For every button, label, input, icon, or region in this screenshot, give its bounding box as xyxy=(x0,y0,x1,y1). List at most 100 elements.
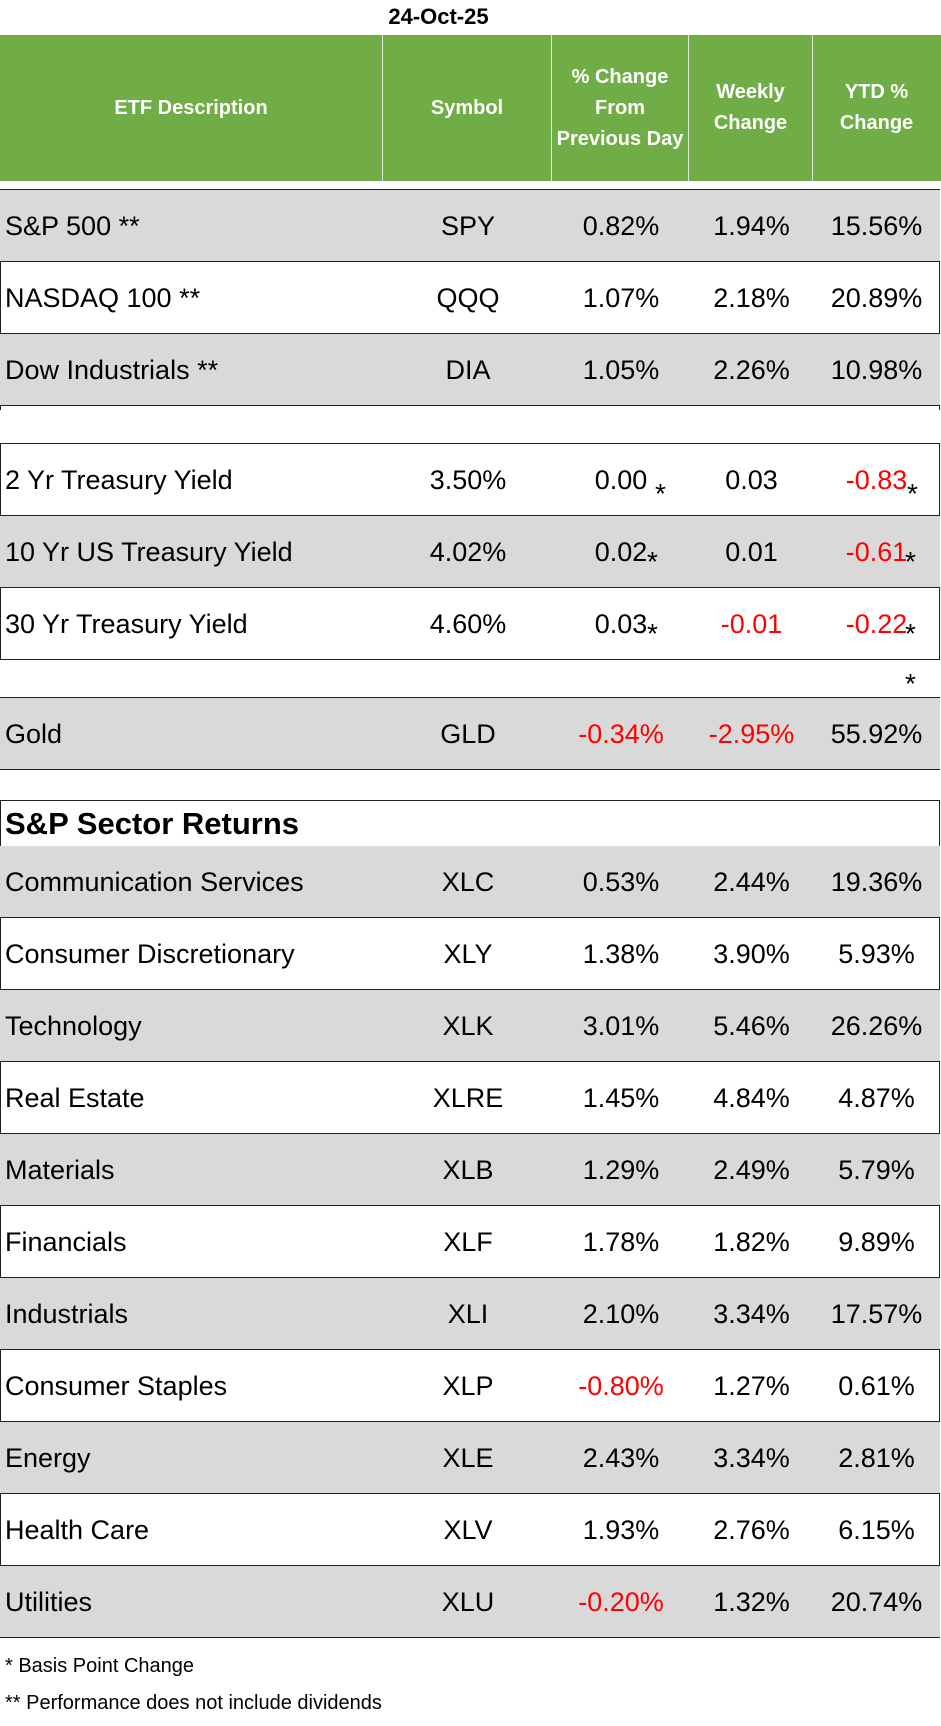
row-ytd: 20.74% xyxy=(830,1587,923,1617)
row-ytd: -0.83 xyxy=(845,465,908,495)
row-symbol: XLRE xyxy=(432,1083,504,1113)
row-ytd: 6.15% xyxy=(838,1515,915,1545)
row-week: 3.90% xyxy=(713,939,790,969)
row-name: 2 Yr Treasury Yield xyxy=(5,465,233,495)
footnote-basis-point: * Basis Point Change xyxy=(5,1655,195,1677)
row-day: 1.78% xyxy=(582,1227,660,1257)
row-week: 2.49% xyxy=(713,1155,790,1185)
row-week: 2.44% xyxy=(713,867,790,897)
row-ytd: 15.56% xyxy=(830,211,923,241)
row-ytd: 55.92% xyxy=(830,719,923,749)
row-symbol: 3.50% xyxy=(429,465,507,495)
row-week: 2.26% xyxy=(713,355,790,385)
row-ytd: 9.89% xyxy=(838,1227,915,1257)
row-name: Industrials xyxy=(5,1299,129,1329)
row-ytd: 10.98% xyxy=(830,355,923,385)
table-row: Real Estate XLRE 1.45% 4.84% 4.87% xyxy=(0,1062,940,1134)
row-symbol: 4.60% xyxy=(429,609,507,639)
row-name: Consumer Staples xyxy=(5,1371,228,1401)
row-day: 0.53% xyxy=(582,867,660,897)
row-name: Utilities xyxy=(5,1587,93,1617)
row-week: 3.34% xyxy=(713,1443,790,1473)
row-name: Materials xyxy=(5,1155,115,1185)
row-symbol: XLY xyxy=(443,939,493,969)
report-date: 24-Oct-25 xyxy=(388,4,489,29)
row-week: 5.46% xyxy=(713,1011,790,1041)
row-day: 1.38% xyxy=(582,939,660,969)
row-day: 1.29% xyxy=(582,1155,660,1185)
table-row: Consumer Staples XLP -0.80% 1.27% 0.61% xyxy=(0,1350,940,1422)
row-symbol: XLB xyxy=(442,1155,494,1185)
row-name: Health Care xyxy=(5,1515,150,1545)
row-name: Technology xyxy=(5,1011,142,1041)
basis-point-marker: * xyxy=(907,478,918,509)
row-day: 1.07% xyxy=(582,283,660,313)
table-row: Utilities XLU -0.20% 1.32% 20.74% xyxy=(0,1566,940,1638)
row-ytd: -0.61 xyxy=(845,537,908,567)
row-day: 0.82% xyxy=(582,211,660,241)
table-row: Communication Services XLC 0.53% 2.44% 1… xyxy=(0,846,940,918)
row-week: 1.94% xyxy=(713,211,790,241)
header-pct-change: % Change From Previous Day xyxy=(552,35,689,181)
row-ytd: 5.93% xyxy=(838,939,915,969)
basis-point-marker: * xyxy=(905,546,916,577)
row-week: 0.01 xyxy=(725,537,778,567)
table-row: 30 Yr Treasury Yield 4.60% 0.03 -0.01 -0… xyxy=(0,588,940,660)
row-ytd: 26.26% xyxy=(830,1011,923,1041)
row-name: S&P 500 ** xyxy=(5,211,140,241)
row-ytd: 20.89% xyxy=(830,283,923,313)
row-ytd: 4.87% xyxy=(838,1083,915,1113)
row-week: 1.27% xyxy=(713,1371,790,1401)
row-symbol: GLD xyxy=(440,719,496,749)
row-week: -0.01 xyxy=(720,609,783,639)
basis-point-marker: * xyxy=(905,668,916,699)
row-symbol: XLU xyxy=(441,1587,495,1617)
row-week: 3.34% xyxy=(713,1299,790,1329)
row-day: -0.20% xyxy=(578,1587,664,1617)
row-ytd: 19.36% xyxy=(830,867,923,897)
table-row: Health Care XLV 1.93% 2.76% 6.15% xyxy=(0,1494,940,1566)
row-name: Gold xyxy=(5,719,63,749)
row-symbol: DIA xyxy=(445,355,491,385)
basis-point-marker: * xyxy=(647,546,658,577)
row-name: Communication Services xyxy=(5,867,304,897)
row-symbol: XLC xyxy=(441,867,495,897)
basis-point-marker: * xyxy=(647,618,658,649)
row-day: 2.43% xyxy=(582,1443,660,1473)
row-ytd: 2.81% xyxy=(838,1443,915,1473)
row-day: -0.34% xyxy=(578,719,664,749)
sector-box xyxy=(0,800,940,1638)
row-symbol: XLE xyxy=(442,1443,494,1473)
header-weekly: Weekly Change xyxy=(689,35,813,181)
row-day: -0.80% xyxy=(578,1371,664,1401)
row-ytd: 17.57% xyxy=(830,1299,923,1329)
row-name: Consumer Discretionary xyxy=(5,939,295,969)
row-symbol: XLP xyxy=(442,1371,494,1401)
row-day: 1.05% xyxy=(582,355,660,385)
sector-title: S&P Sector Returns xyxy=(5,806,300,841)
indices-box xyxy=(0,189,940,410)
row-day: 1.45% xyxy=(582,1083,660,1113)
table-row: Dow Industrials ** DIA 1.05% 2.26% 10.98… xyxy=(0,334,940,406)
row-symbol: XLK xyxy=(442,1011,494,1041)
row-name: 30 Yr Treasury Yield xyxy=(5,609,248,639)
table-row: Industrials XLI 2.10% 3.34% 17.57% xyxy=(0,1278,940,1350)
table-row: NASDAQ 100 ** QQQ 1.07% 2.18% 20.89% xyxy=(0,262,940,334)
table-row: Financials XLF 1.78% 1.82% 9.89% xyxy=(0,1206,940,1278)
basis-point-marker: * xyxy=(905,618,916,649)
row-week: 1.32% xyxy=(713,1587,790,1617)
row-symbol: XLI xyxy=(447,1299,489,1329)
row-day: 3.01% xyxy=(582,1011,660,1041)
row-ytd: -0.22 xyxy=(845,609,908,639)
row-symbol: QQQ xyxy=(436,283,500,313)
basis-point-marker: * xyxy=(655,478,666,509)
header-symbol: Symbol xyxy=(383,35,552,181)
row-day: 1.93% xyxy=(582,1515,660,1545)
row-name: Real Estate xyxy=(5,1083,145,1113)
table-row: Materials XLB 1.29% 2.49% 5.79% xyxy=(0,1134,940,1206)
table-header: ETF Description Symbol % Change From Pre… xyxy=(0,35,941,181)
header-description: ETF Description xyxy=(0,35,383,181)
row-week: 1.82% xyxy=(713,1227,790,1257)
row-ytd: 5.79% xyxy=(838,1155,915,1185)
row-week: -2.95% xyxy=(708,719,795,749)
